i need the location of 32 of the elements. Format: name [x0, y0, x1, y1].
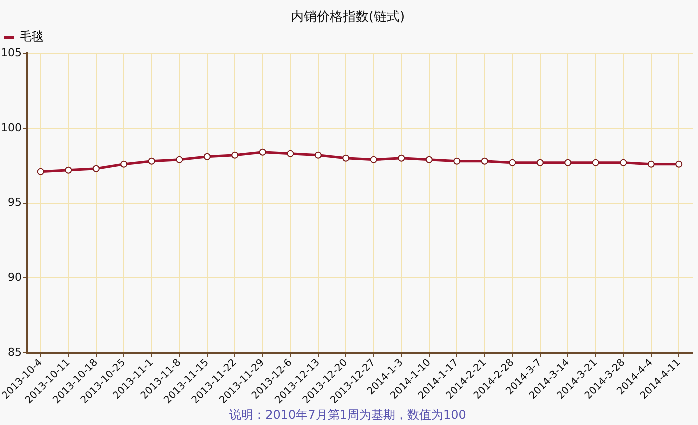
y-tick-label: 85	[8, 346, 22, 359]
point	[37, 168, 44, 176]
text: 说明：2010年7月第1周为基期，数值为100	[230, 408, 466, 422]
point	[120, 160, 128, 168]
point	[65, 166, 72, 174]
y-tick-label: 95	[8, 196, 22, 210]
point	[232, 152, 239, 159]
point	[509, 159, 516, 166]
legend-label: 毛毯	[20, 30, 44, 44]
point	[398, 154, 406, 162]
point	[620, 159, 628, 166]
y-tick-label: 105	[0, 46, 22, 60]
point	[148, 158, 156, 165]
point	[481, 158, 488, 165]
point	[204, 153, 211, 160]
point	[592, 159, 600, 166]
point	[370, 156, 378, 164]
point	[314, 152, 322, 159]
point	[426, 156, 433, 164]
chart-title: 内销价格指数(链式)	[290, 10, 406, 26]
point	[342, 154, 350, 162]
point	[564, 159, 572, 166]
point	[287, 150, 294, 158]
point	[176, 156, 184, 164]
point	[648, 160, 655, 168]
point	[454, 158, 461, 165]
y-tick-label: 90	[8, 271, 22, 284]
point	[92, 165, 100, 172]
point	[536, 159, 544, 166]
point	[259, 148, 266, 156]
point	[676, 160, 683, 168]
y-tick-label: 100	[0, 121, 22, 134]
